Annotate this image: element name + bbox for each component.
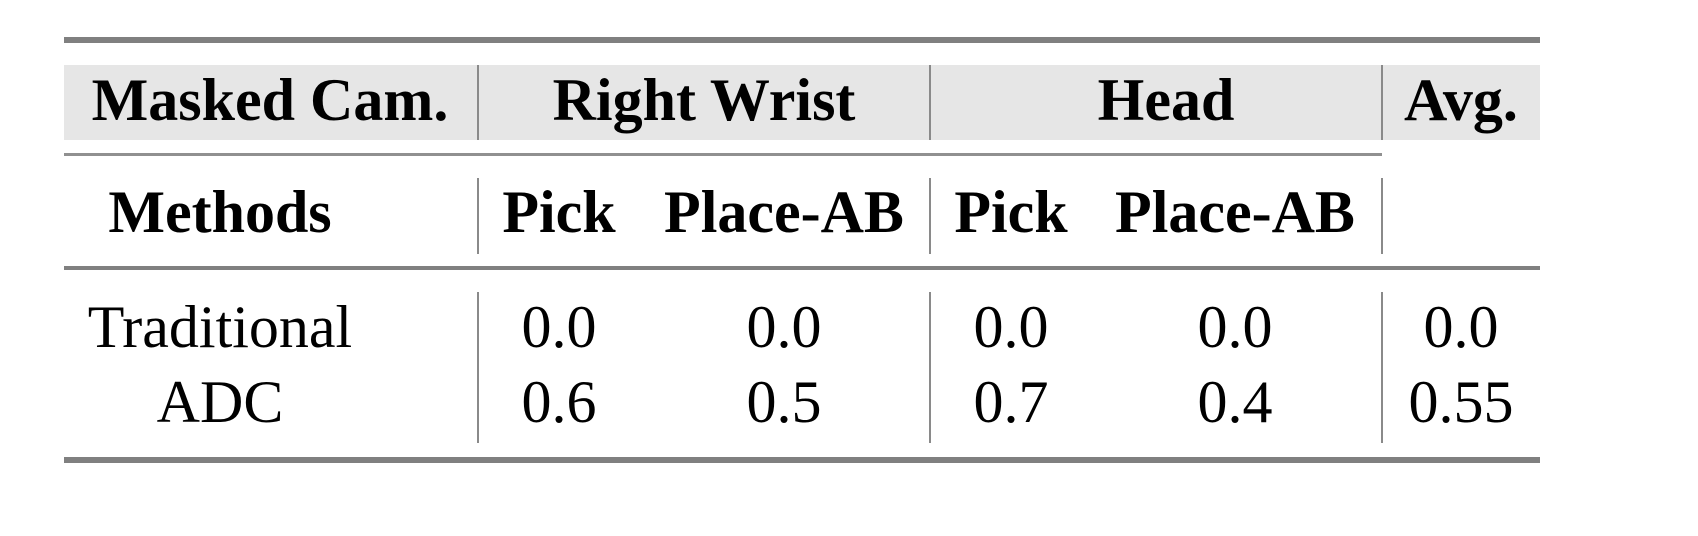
cell-avg: 0.0 <box>1423 294 1499 360</box>
header-background <box>64 65 1540 140</box>
separator <box>477 65 479 140</box>
bottom-rule <box>64 457 1540 463</box>
row-method: ADC <box>156 369 284 435</box>
cell-h-pick: 0.0 <box>973 294 1049 360</box>
cell-h-place: 0.4 <box>1197 369 1273 435</box>
cell-h-place: 0.0 <box>1197 294 1273 360</box>
cell-rw-place: 0.5 <box>746 369 822 435</box>
cell-avg: 0.55 <box>1408 369 1514 435</box>
separator <box>929 292 931 443</box>
header-h-pick: Pick <box>954 179 1068 245</box>
row-method: Traditional <box>87 294 353 360</box>
cell-h-pick: 0.7 <box>973 369 1049 435</box>
separator <box>1381 292 1383 443</box>
cell-rw-place: 0.0 <box>746 294 822 360</box>
header-masked-cam: Masked Cam. <box>91 67 449 133</box>
separator <box>929 65 931 140</box>
cell-rw-pick: 0.0 <box>521 294 597 360</box>
separator <box>477 292 479 443</box>
header-methods: Methods <box>108 179 332 245</box>
cell-rw-pick: 0.6 <box>521 369 597 435</box>
header-h-place: Place-AB <box>1115 179 1355 245</box>
separator <box>1381 178 1383 254</box>
separator <box>477 178 479 254</box>
top-rule <box>64 37 1540 43</box>
separator <box>1381 65 1383 140</box>
header-avg: Avg. <box>1404 67 1518 133</box>
separator <box>929 178 931 254</box>
header-rw-pick: Pick <box>502 179 616 245</box>
mid-rule <box>64 266 1540 270</box>
cmid-rule <box>64 153 1382 156</box>
header-head: Head <box>1097 67 1235 133</box>
header-rw-place: Place-AB <box>664 179 904 245</box>
header-right-wrist: Right Wrist <box>552 67 856 133</box>
